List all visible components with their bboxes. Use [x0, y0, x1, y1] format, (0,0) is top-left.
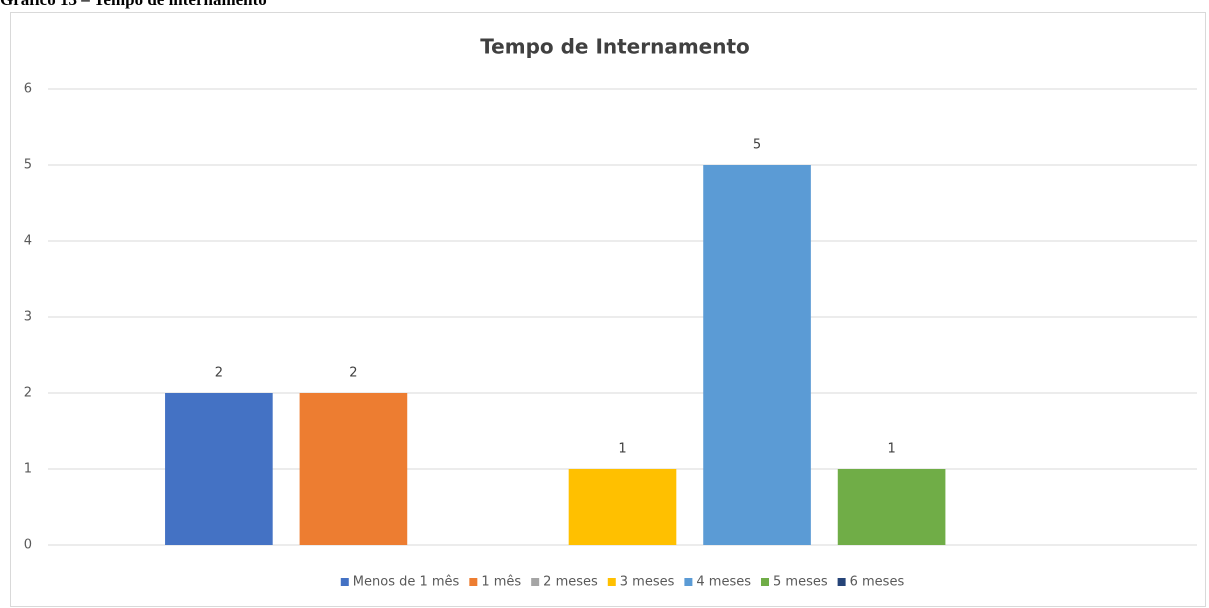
- y-tick-label: 6: [24, 82, 32, 97]
- y-tick-label: 3: [24, 310, 32, 325]
- caption: Gráfico 13 – Tempo de internamento: [0, 0, 267, 9]
- bar: [299, 393, 408, 545]
- legend-label: Menos de 1 mês: [353, 575, 460, 590]
- data-label: 2: [215, 366, 223, 381]
- legend-label: 3 meses: [620, 575, 675, 590]
- legend-swatch: [469, 578, 478, 586]
- legend-swatch: [607, 578, 616, 586]
- data-label: 1: [618, 442, 626, 457]
- y-tick-label: 0: [24, 538, 32, 553]
- chart-title: Tempo de Internamento: [480, 35, 750, 59]
- data-label: 1: [887, 442, 895, 457]
- y-tick-label: 5: [24, 158, 32, 173]
- legend-swatch: [684, 578, 693, 586]
- legend-label: 2 meses: [543, 575, 598, 590]
- bar: [703, 165, 811, 545]
- legend-label: 1 mês: [481, 575, 521, 590]
- data-label: 2: [349, 366, 357, 381]
- bar: [568, 469, 677, 545]
- legend-swatch: [340, 578, 349, 586]
- y-tick-label: 4: [24, 234, 32, 249]
- legend-swatch: [837, 578, 846, 586]
- y-tick-label: 1: [24, 462, 32, 477]
- legend-swatch: [531, 578, 540, 586]
- legend-label: 4 meses: [696, 575, 751, 590]
- legend-swatch: [761, 578, 769, 586]
- bar: [837, 469, 946, 545]
- data-label: 5: [753, 138, 761, 153]
- y-tick-label: 2: [24, 386, 32, 401]
- bar: [165, 393, 273, 545]
- legend-label: 6 meses: [850, 575, 905, 590]
- legend-label: 5 meses: [773, 575, 828, 590]
